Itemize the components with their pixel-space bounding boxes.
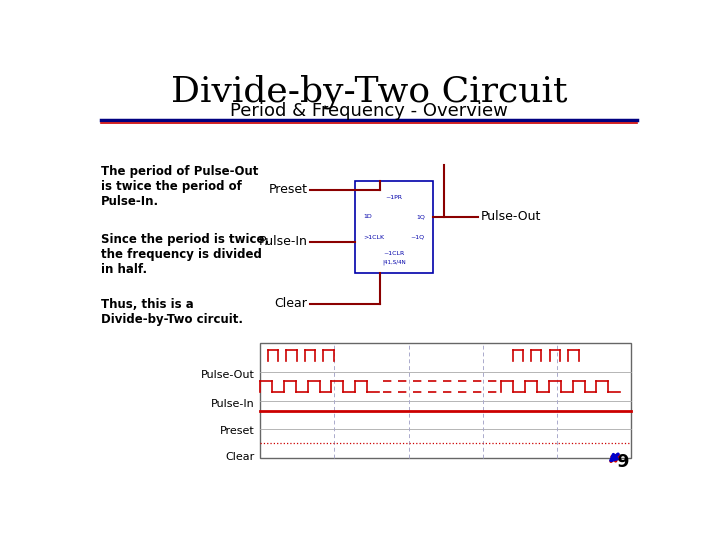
Text: |41,S/4N: |41,S/4N (382, 260, 406, 265)
Text: Since the period is twice,
the frequency is divided
in half.: Since the period is twice, the frequency… (101, 233, 269, 276)
Text: Pulse-In: Pulse-In (211, 399, 255, 409)
Text: >1CLK: >1CLK (364, 235, 384, 240)
Text: Clear: Clear (225, 452, 255, 462)
Text: Pulse-Out: Pulse-Out (481, 210, 541, 223)
Text: Divide-by-Two Circuit: Divide-by-Two Circuit (171, 75, 567, 109)
Text: Pulse-In: Pulse-In (258, 235, 307, 248)
Text: Preset: Preset (269, 183, 307, 196)
Text: 9: 9 (616, 454, 629, 471)
Text: Clear: Clear (275, 298, 307, 310)
Text: ~1Q: ~1Q (410, 235, 425, 240)
Text: 1D: 1D (364, 214, 372, 219)
Text: Thus, this is a
Divide-by-Two circuit.: Thus, this is a Divide-by-Two circuit. (101, 298, 243, 326)
Text: The period of Pulse-Out
is twice the period of
Pulse-In.: The period of Pulse-Out is twice the per… (101, 165, 258, 207)
Text: Period & Frequency - Overview: Period & Frequency - Overview (230, 103, 508, 120)
Text: ~1PR: ~1PR (386, 195, 402, 200)
Text: ~1CLR: ~1CLR (384, 252, 405, 256)
Text: Pulse-Out: Pulse-Out (201, 370, 255, 380)
Text: Preset: Preset (220, 426, 255, 436)
Text: 1Q: 1Q (416, 214, 425, 219)
